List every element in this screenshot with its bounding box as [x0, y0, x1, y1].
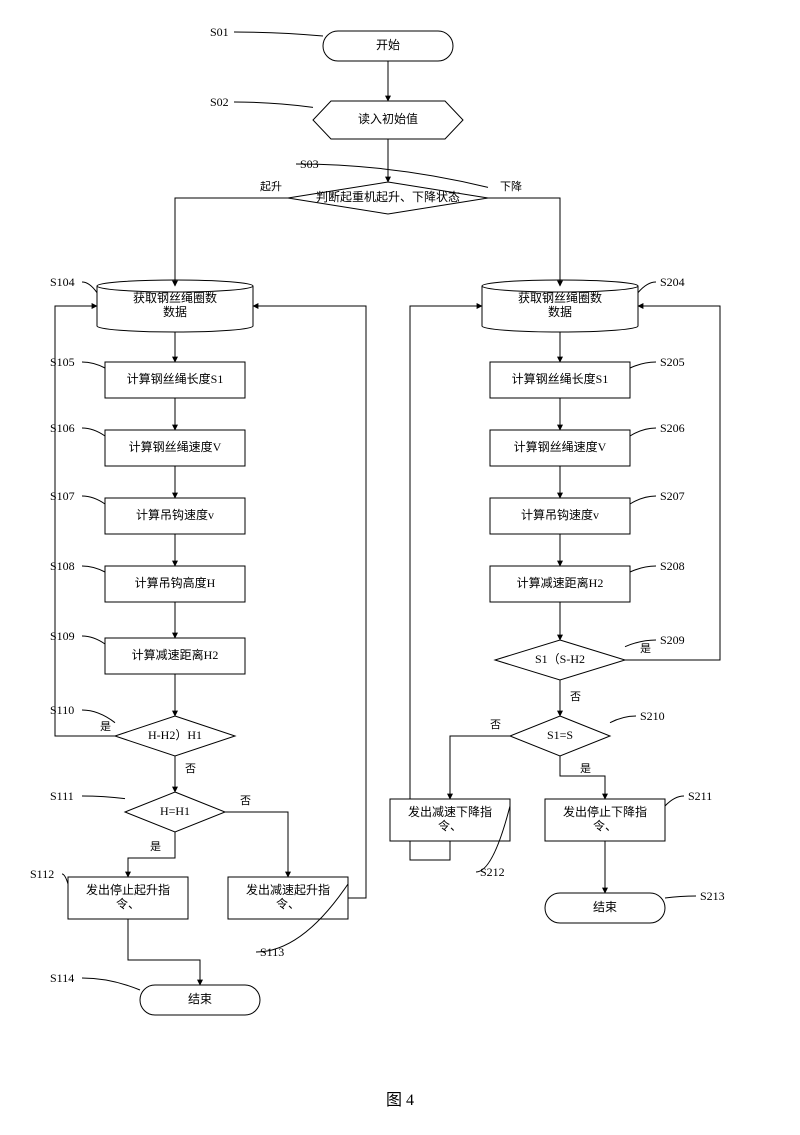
node-text-S212: 令、: [438, 818, 462, 833]
step-label-S105: S105: [50, 355, 75, 369]
node-text-S110: H-H2）H1: [148, 728, 202, 742]
node-text-S113: 令、: [276, 896, 300, 911]
step-label-S01: S01: [210, 25, 229, 39]
node-text-S114: 结束: [188, 992, 212, 1006]
edge-label-S03-S104: 起升: [260, 180, 282, 193]
node-text-S107: 计算吊钩速度v: [136, 507, 214, 522]
node-text-S205: 计算钢丝绳长度S1: [512, 371, 609, 386]
edge-label-S111-S112: 是: [150, 840, 161, 853]
step-label-S114: S114: [50, 971, 74, 985]
edge-label-S110-S104: 是: [100, 720, 111, 733]
edge-label-S210-S212: 否: [490, 719, 501, 731]
node-text-S211: 发出停止下降指: [563, 804, 647, 819]
node-text-S108: 计算吊钩高度H: [135, 575, 216, 590]
step-label-S111: S111: [50, 789, 74, 803]
edge-label-S209-S204: 是: [640, 642, 651, 655]
node-text-S105: 计算钢丝绳长度S1: [127, 371, 224, 386]
node-text-S209: S1（S-H2: [535, 652, 585, 666]
step-label-S204: S204: [660, 275, 685, 289]
step-label-S02: S02: [210, 95, 229, 109]
node-text-S104: 获取钢丝绳圈数: [133, 290, 217, 305]
node-text-S02: 读入初始值: [358, 111, 418, 126]
step-label-S209: S209: [660, 633, 685, 647]
step-label-S213: S213: [700, 889, 725, 903]
edge-label-S209-S210: 否: [570, 691, 581, 703]
step-label-S207: S207: [660, 489, 685, 503]
edge-label-S111-S113: 否: [240, 795, 251, 807]
node-text-S111: H=H1: [160, 804, 190, 818]
node-text-S204: 数据: [548, 304, 572, 319]
node-text-S112: 令、: [116, 896, 140, 911]
step-label-S104: S104: [50, 275, 75, 289]
node-text-S109: 计算减速距离H2: [132, 647, 219, 662]
edge-label-S03-S204: 下降: [500, 179, 522, 193]
node-text-S207: 计算吊钩速度v: [521, 507, 599, 522]
node-text-S112: 发出停止起升指: [86, 882, 170, 897]
figure-caption: 图 4: [386, 1092, 414, 1109]
node-text-S104: 数据: [163, 304, 187, 319]
node-text-S204: 获取钢丝绳圈数: [518, 290, 602, 305]
step-label-S108: S108: [50, 559, 75, 573]
node-text-S211: 令、: [593, 818, 617, 833]
step-label-S106: S106: [50, 421, 75, 435]
edge-label-S210-S211: 是: [580, 762, 591, 775]
node-text-S213: 结束: [593, 900, 617, 914]
step-label-S205: S205: [660, 355, 685, 369]
step-label-S112: S112: [30, 867, 54, 881]
step-label-S210: S210: [640, 709, 665, 723]
step-label-S211: S211: [688, 789, 712, 803]
node-text-S208: 计算减速距离H2: [517, 575, 604, 590]
node-text-S210: S1=S: [547, 728, 573, 742]
step-label-S208: S208: [660, 559, 685, 573]
node-text-S03: 判断起重机起升、下降状态: [316, 189, 460, 204]
step-label-S107: S107: [50, 489, 75, 503]
node-text-S206: 计算钢丝绳速度V: [514, 439, 607, 454]
step-label-S109: S109: [50, 629, 75, 643]
node-text-S01: 开始: [376, 38, 400, 52]
step-label-S212: S212: [480, 865, 505, 879]
node-text-S212: 发出减速下降指: [408, 804, 492, 819]
node-text-S113: 发出减速起升指: [246, 882, 330, 897]
node-text-S106: 计算钢丝绳速度V: [129, 439, 222, 454]
step-label-S206: S206: [660, 421, 685, 435]
step-label-S110: S110: [50, 703, 74, 717]
edge-label-S110-S111: 否: [185, 763, 196, 775]
flowchart-svg: 起升下降是否是否是否是否开始S01读入初始值S02判断起重机起升、下降状态S03…: [0, 0, 800, 1135]
